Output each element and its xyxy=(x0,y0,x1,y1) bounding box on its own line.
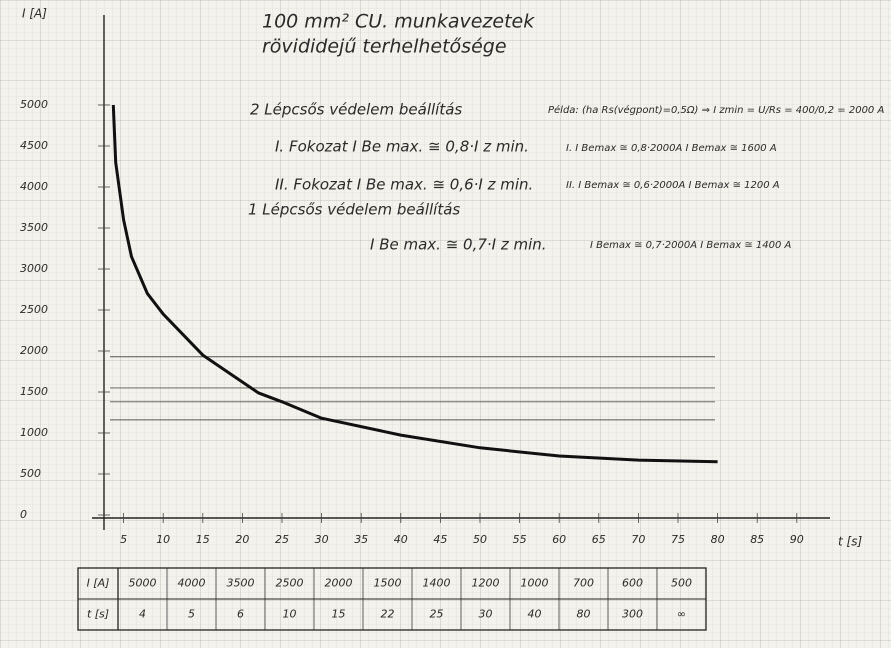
y-tick-label: 5000 xyxy=(20,98,48,111)
annotation: Példa: (ha Rs(végpont)=0,5Ω) ⇒ I zmin = … xyxy=(548,104,884,116)
table-cell: 40 xyxy=(528,608,542,621)
annotation: I Be max. ≅ 0,7·I z min. xyxy=(370,236,547,254)
x-tick-label: 55 xyxy=(513,533,527,546)
y-tick-label: 4500 xyxy=(20,139,48,152)
x-tick-label: 85 xyxy=(750,533,764,546)
table-cell: 700 xyxy=(573,577,594,590)
table-cell: 22 xyxy=(381,608,395,621)
x-tick-label: 5 xyxy=(120,533,127,546)
annotation: 1 Lépcsős védelem beállítás xyxy=(248,201,460,219)
table-cell: 6 xyxy=(237,608,244,621)
table-cell: t [s] xyxy=(87,608,109,621)
table-cell: 10 xyxy=(283,608,297,621)
x-tick-label: 45 xyxy=(433,533,447,546)
table-cell: 1200 xyxy=(472,577,500,590)
table-cell: 300 xyxy=(622,608,643,621)
y-tick-label: 3000 xyxy=(20,262,48,275)
y-tick-label: 500 xyxy=(20,467,41,480)
table-cell: I [A] xyxy=(87,577,110,590)
x-tick-label: 60 xyxy=(552,533,566,546)
x-tick-label: 35 xyxy=(354,533,368,546)
table-cell: 15 xyxy=(332,608,346,621)
x-tick-label: 40 xyxy=(394,533,408,546)
x-tick-label: 10 xyxy=(156,533,170,546)
annotation: II. I Bemax ≅ 0,6·2000A I Bemax ≅ 1200 A xyxy=(566,180,780,191)
x-tick-label: 90 xyxy=(790,533,804,546)
y-tick-label: 3500 xyxy=(20,221,48,234)
table-cell: 1500 xyxy=(374,577,402,590)
x-tick-label: 50 xyxy=(473,533,487,546)
table-cell: 4 xyxy=(139,608,146,621)
x-tick-label: 75 xyxy=(671,533,685,546)
annotation: I. I Bemax ≅ 0,8·2000A I Bemax ≅ 1600 A xyxy=(566,143,777,154)
x-tick-label: 80 xyxy=(711,533,725,546)
table-cell: 1000 xyxy=(521,577,549,590)
table-cell: ∞ xyxy=(677,608,686,621)
annotation: I. Fokozat I Be max. ≅ 0,8·I z min. xyxy=(275,138,529,156)
table-cell: 2500 xyxy=(276,577,304,590)
x-tick-label: 20 xyxy=(235,533,249,546)
table-cell: 25 xyxy=(430,608,444,621)
table-cell: 3500 xyxy=(227,577,255,590)
table-cell: 30 xyxy=(479,608,493,621)
table-cell: 2000 xyxy=(325,577,353,590)
y-tick-label: 2500 xyxy=(20,303,48,316)
annotation: 2 Lépcsős védelem beállítás xyxy=(250,101,462,119)
annotation: I Bemax ≅ 0,7·2000A I Bemax ≅ 1400 A xyxy=(590,240,792,251)
table-cell: 5 xyxy=(188,608,195,621)
table-cell: 600 xyxy=(622,577,643,590)
table-cell: 500 xyxy=(671,577,692,590)
y-tick-label: 1500 xyxy=(20,385,48,398)
y-axis-label: I [A] xyxy=(22,7,47,21)
x-tick-label: 70 xyxy=(631,533,645,546)
x-tick-label: 25 xyxy=(275,533,289,546)
chart-title: 100 mm² CU. munkavezetek xyxy=(262,11,535,33)
y-tick-label: 2000 xyxy=(20,344,48,357)
chart: 100 mm² CU. munkavezetek rövididejű terhe… xyxy=(0,0,891,648)
table-cell: 80 xyxy=(577,608,591,621)
table-cell: 4000 xyxy=(178,577,206,590)
y-tick-label: 1000 xyxy=(20,426,48,439)
y-tick-label: 0 xyxy=(20,508,27,521)
table-cell: 1400 xyxy=(423,577,451,590)
annotation: II. Fokozat I Be max. ≅ 0,6·I z min. xyxy=(275,176,533,194)
x-tick-label: 15 xyxy=(196,533,210,546)
graph-paper xyxy=(0,0,891,648)
y-tick-label: 4000 xyxy=(20,180,48,193)
x-axis-label: t [s] xyxy=(838,535,862,549)
table-cell: 5000 xyxy=(129,577,157,590)
x-tick-label: 65 xyxy=(592,533,606,546)
chart-title: rövididejű terhelhetősége xyxy=(262,36,507,58)
x-tick-label: 30 xyxy=(315,533,329,546)
